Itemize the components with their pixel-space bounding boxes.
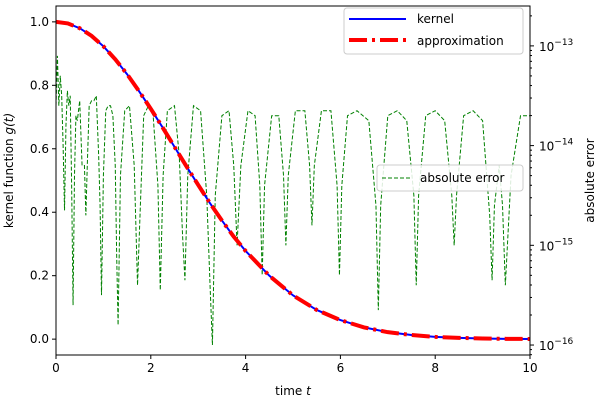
- legend-main: kernel approximation: [343, 7, 524, 55]
- x-tick-label: 10: [522, 361, 537, 375]
- series-group: [56, 19, 530, 346]
- y-left-tick-label: 1.0: [30, 15, 49, 29]
- legend-label-approximation: approximation: [417, 34, 504, 48]
- y-right-axis-label: absolute error: [583, 138, 597, 223]
- y-left-tick-label: 0.2: [30, 269, 49, 283]
- plot-frame: [55, 5, 531, 356]
- y-right-tick-label: 10−13: [539, 38, 573, 54]
- y-left-tick-label: 0.6: [30, 142, 49, 156]
- y-right-tick-label: 10−15: [539, 237, 573, 253]
- legend-error-box: [376, 164, 524, 192]
- y-right-tick-label: 10−16: [539, 337, 574, 353]
- series-line-approximation: [56, 19, 530, 341]
- x-tick-label: 0: [52, 361, 60, 375]
- x-tick-label: 2: [147, 361, 155, 375]
- y-left-axis-label: kernel function g(t): [2, 113, 16, 228]
- legend-error: absolute error: [376, 164, 524, 192]
- x-tick-label: 8: [431, 361, 439, 375]
- legend-label-absolute-error: absolute error: [420, 171, 505, 185]
- plot-marks: 0 2 4 6 8 10 0.0 0.2 0.4 0.6 0.8 1.0 10−16 10−15 10−14…: [2, 5, 597, 398]
- y-left-tick-label: 0.0: [30, 332, 49, 346]
- x-axis-label: time t: [275, 384, 312, 398]
- y-right-tick-label: 10−14: [539, 138, 574, 154]
- legend-label-kernel: kernel: [417, 12, 454, 26]
- y-left-tick-label: 0.8: [30, 78, 49, 92]
- x-tick-label: 6: [337, 361, 345, 375]
- y-left-tick-label: 0.4: [30, 205, 49, 219]
- series-line-absolute-error: [56, 55, 530, 346]
- x-tick-label: 4: [242, 361, 250, 375]
